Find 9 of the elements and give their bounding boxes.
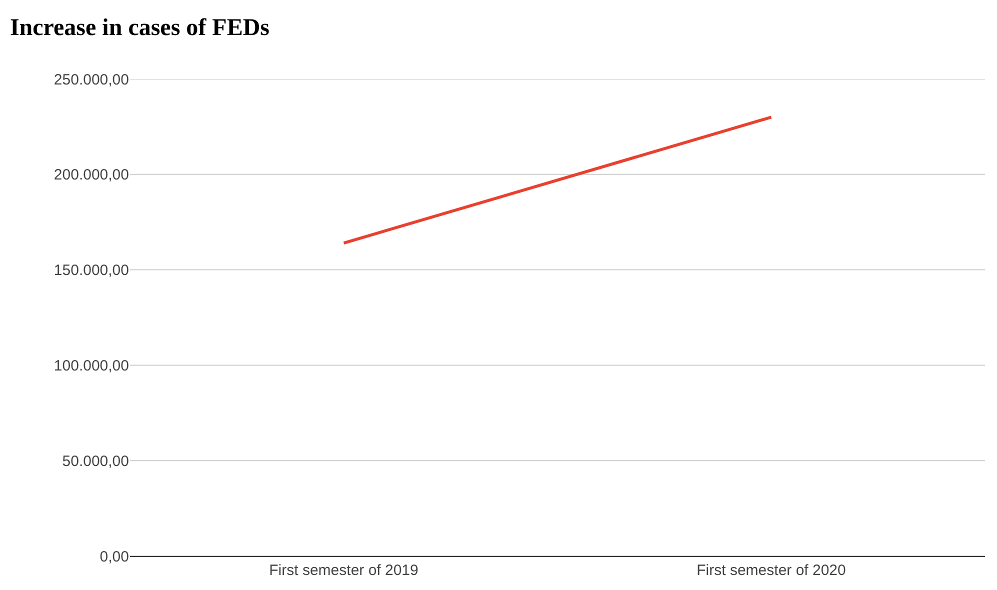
y-tick-label: 50.000,00 bbox=[62, 452, 129, 470]
y-tick-label: 100.000,00 bbox=[54, 357, 129, 374]
x-tick-label: First semester of 2020 bbox=[696, 562, 846, 579]
y-tick-label: 150.000,00 bbox=[54, 262, 129, 280]
y-tick-label: 200.000,00 bbox=[54, 166, 129, 184]
y-tick-label: 0,00 bbox=[100, 548, 129, 566]
y-tick-label: 250.000,00 bbox=[54, 71, 129, 88]
chart-title: Increase in cases of FEDs bbox=[10, 14, 270, 41]
x-tick-label: First semester of 2019 bbox=[269, 562, 418, 579]
